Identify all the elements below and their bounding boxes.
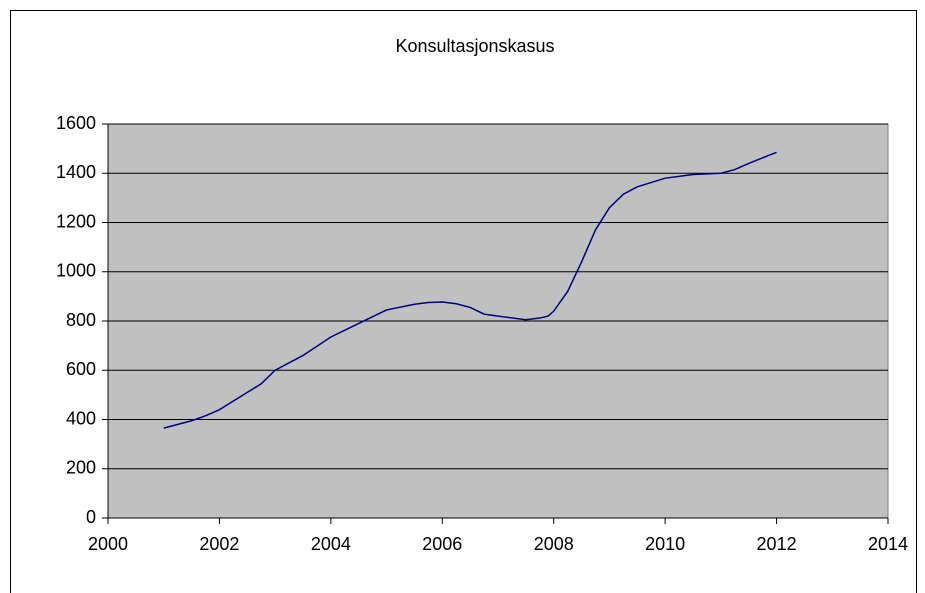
y-tick-label: 1200 [56,211,96,231]
x-tick-label: 2014 [868,534,908,554]
data-line [163,151,777,429]
x-tick-label: 2002 [199,534,239,554]
x-tick-label: 2008 [534,534,574,554]
chart-title: Konsultasjonskasus [395,36,554,56]
y-tick-label: 1600 [56,113,96,133]
y-tick-label: 600 [66,359,96,379]
x-tick-label: 2004 [311,534,351,554]
x-tick-label: 2000 [88,534,128,554]
y-tick-label: 200 [66,458,96,478]
y-tick-label: 400 [66,408,96,428]
y-tick-label: 1400 [56,162,96,182]
x-tick-label: 2010 [645,534,685,554]
x-tick-label: 2012 [757,534,797,554]
y-tick-label: 1000 [56,261,96,281]
y-tick-label: 0 [86,507,96,527]
y-tick-label: 800 [66,310,96,330]
x-tick-label: 2006 [422,534,462,554]
